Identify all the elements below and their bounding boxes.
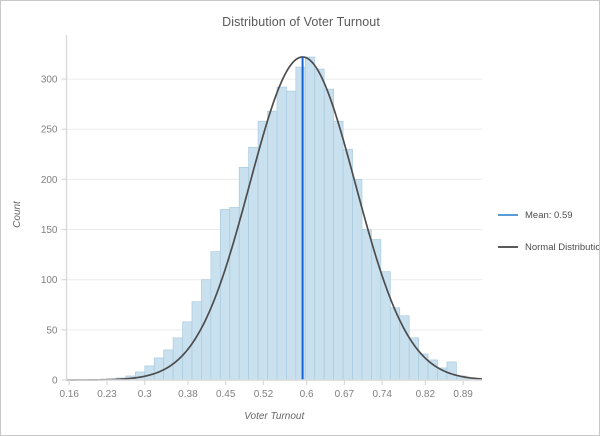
x-axis-ticks: 0.16 0.23 0.3 0.38 0.45 0.52 0.6 0.67 0.74 0.82 0.…: [59, 380, 473, 400]
histogram-bar[interactable]: [295, 66, 306, 381]
legend-swatch-mean: [498, 214, 518, 216]
histogram-bar[interactable]: [229, 207, 240, 381]
x-tick-label: 0.3: [138, 389, 152, 400]
x-tick-label: 0.52: [254, 389, 274, 400]
axis-lines: [65, 35, 482, 381]
y-axis-ticks: 0 50 100 150 200 250 300: [41, 75, 67, 387]
histogram-bar[interactable]: [399, 315, 410, 381]
y-tick-label: 300: [41, 75, 58, 86]
histogram-bar[interactable]: [276, 86, 287, 381]
legend-item-normal[interactable]: Normal Distribution: [498, 239, 600, 255]
histogram-bar[interactable]: [446, 361, 457, 381]
histogram-bar[interactable]: [418, 353, 429, 381]
y-tick-label: 200: [41, 175, 58, 186]
x-tick-label: 0.67: [335, 389, 355, 400]
x-tick-label: 0.38: [178, 389, 198, 400]
normal-distribution-curve: [66, 56, 483, 381]
histogram-bar[interactable]: [257, 120, 268, 381]
legend-label-mean: Mean: 0.59: [525, 209, 573, 221]
histogram-bar[interactable]: [352, 179, 363, 381]
histogram-bar[interactable]: [238, 167, 249, 381]
histogram-bars: [106, 56, 476, 381]
x-tick-label: 0.82: [416, 389, 436, 400]
y-tick-label: 0: [52, 376, 58, 387]
histogram-bar[interactable]: [210, 251, 221, 381]
x-tick-label: 0.16: [59, 389, 79, 400]
legend-label-normal: Normal Distribution: [525, 241, 600, 253]
y-tick-label: 250: [41, 125, 58, 136]
histogram-bar[interactable]: [286, 90, 297, 381]
histogram-bar[interactable]: [361, 229, 372, 381]
y-axis-title: Count: [12, 200, 23, 228]
x-tick-label: 0.74: [372, 389, 392, 400]
chart-legend: Mean: 0.59 Normal Distribution: [498, 207, 600, 271]
histogram-bar[interactable]: [144, 365, 155, 381]
x-tick-label: 0.23: [97, 389, 117, 400]
chart-title: Distribution of Voter Turnout: [222, 15, 380, 29]
histogram-bar[interactable]: [267, 110, 278, 381]
histogram-bar[interactable]: [371, 239, 382, 381]
legend-swatch-normal: [498, 246, 518, 248]
histogram-bar[interactable]: [201, 279, 212, 381]
histogram-bar[interactable]: [323, 88, 334, 381]
histogram-bar[interactable]: [342, 148, 353, 381]
histogram-bar[interactable]: [333, 120, 344, 381]
y-tick-label: 100: [41, 275, 58, 286]
histogram-bar[interactable]: [314, 68, 325, 381]
x-tick-label: 0.89: [453, 389, 473, 400]
x-tick-label: 0.45: [216, 389, 236, 400]
y-tick-label: 150: [41, 225, 58, 236]
y-tick-label: 50: [46, 325, 58, 336]
histogram-bar[interactable]: [304, 56, 316, 381]
x-axis-title: Voter Turnout: [244, 411, 305, 422]
histogram-bar[interactable]: [153, 357, 165, 381]
legend-item-mean[interactable]: Mean: 0.59: [498, 207, 598, 223]
x-tick-label: 0.6: [300, 389, 314, 400]
histogram-bar[interactable]: [219, 209, 231, 381]
